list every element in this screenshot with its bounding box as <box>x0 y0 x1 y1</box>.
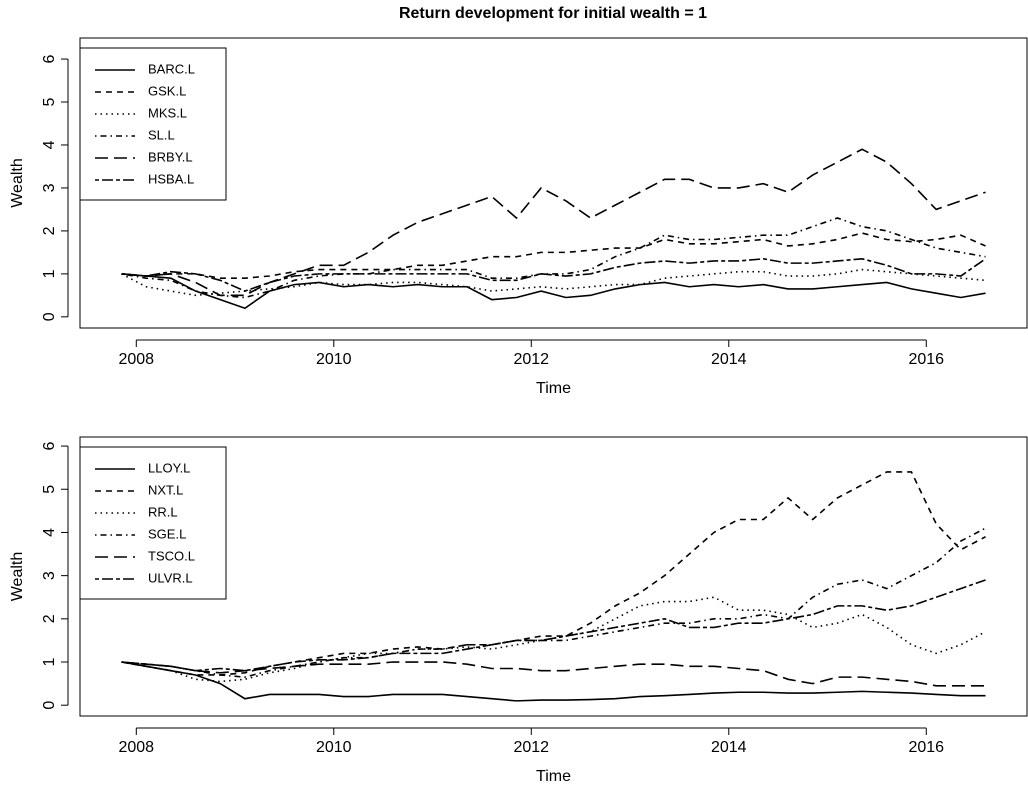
x-tick-label: 2008 <box>118 739 154 756</box>
series-line <box>121 148 986 297</box>
x-tick-label: 2014 <box>711 351 747 368</box>
series-line <box>121 661 986 702</box>
legend-label: TSCO.L <box>148 548 195 563</box>
y-axis-label: Wealth <box>9 158 26 208</box>
legend-label: ULVR.L <box>148 570 193 585</box>
x-axis-label: Time <box>536 768 571 785</box>
y-tick-label: 1 <box>41 269 58 278</box>
legend-label: NXT.L <box>148 482 183 497</box>
legend-label: SL.L <box>148 127 175 142</box>
y-tick-label: 1 <box>41 657 58 666</box>
series-line <box>121 527 986 678</box>
y-tick-label: 0 <box>41 701 58 710</box>
y-tick-label: 4 <box>41 528 58 537</box>
legend-label: LLOY.L <box>148 460 190 475</box>
legend-label: HSBA.L <box>148 171 194 186</box>
y-tick-label: 2 <box>41 614 58 623</box>
figure-title: Return development for initial wealth = … <box>399 5 707 22</box>
y-tick-label: 2 <box>41 226 58 235</box>
legend-label: MKS.L <box>148 105 187 120</box>
y-tick-label: 5 <box>41 485 58 494</box>
x-tick-label: 2008 <box>118 351 154 368</box>
x-tick-label: 2012 <box>513 351 549 368</box>
legend-label: BARC.L <box>148 61 195 76</box>
x-tick-label: 2010 <box>316 739 352 756</box>
y-tick-label: 6 <box>41 55 58 64</box>
series-line <box>121 232 986 279</box>
y-axis-label: Wealth <box>9 552 26 602</box>
series-line <box>121 217 986 299</box>
series-line <box>121 661 986 687</box>
x-tick-label: 2014 <box>711 739 747 756</box>
legend-label: GSK.L <box>148 83 186 98</box>
x-tick-label: 2010 <box>316 351 352 368</box>
x-axis-label: Time <box>536 380 571 397</box>
y-tick-label: 6 <box>41 442 58 451</box>
y-tick-label: 3 <box>41 183 58 192</box>
series-line <box>121 579 986 672</box>
legend-label: RR.L <box>148 504 178 519</box>
series-line <box>121 258 986 292</box>
y-tick-label: 4 <box>41 140 58 149</box>
x-tick-label: 2016 <box>908 739 944 756</box>
y-tick-label: 0 <box>41 312 58 321</box>
x-tick-label: 2012 <box>513 739 549 756</box>
x-tick-label: 2016 <box>908 351 944 368</box>
series-line <box>121 273 986 310</box>
legend-box <box>79 47 227 201</box>
y-tick-label: 3 <box>41 571 58 580</box>
legend-label: SGE.L <box>148 526 186 541</box>
series-line <box>121 471 986 676</box>
series-line <box>121 596 986 683</box>
legend-label: BRBY.L <box>148 149 193 164</box>
y-tick-label: 5 <box>41 97 58 106</box>
legend-box <box>79 446 227 600</box>
